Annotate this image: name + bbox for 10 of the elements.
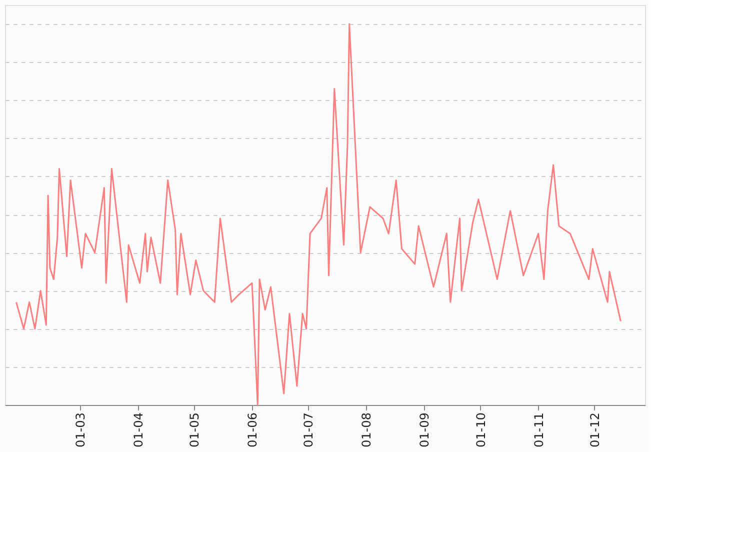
x-tick-label: 01-08 bbox=[360, 412, 374, 448]
x-tick-label: 01-03 bbox=[73, 412, 88, 448]
x-tick-label: 01-09 bbox=[418, 412, 432, 448]
x-tick-label: 01-12 bbox=[588, 412, 602, 448]
x-tick-label: 01-07 bbox=[302, 412, 316, 448]
x-tick-label: 01-06 bbox=[246, 412, 260, 448]
x-tick-label: 01-10 bbox=[474, 412, 488, 448]
x-tick-label: 01-11 bbox=[532, 412, 546, 448]
x-tick-label: 01-04 bbox=[131, 412, 146, 448]
x-tick-label: 01-05 bbox=[188, 412, 202, 448]
